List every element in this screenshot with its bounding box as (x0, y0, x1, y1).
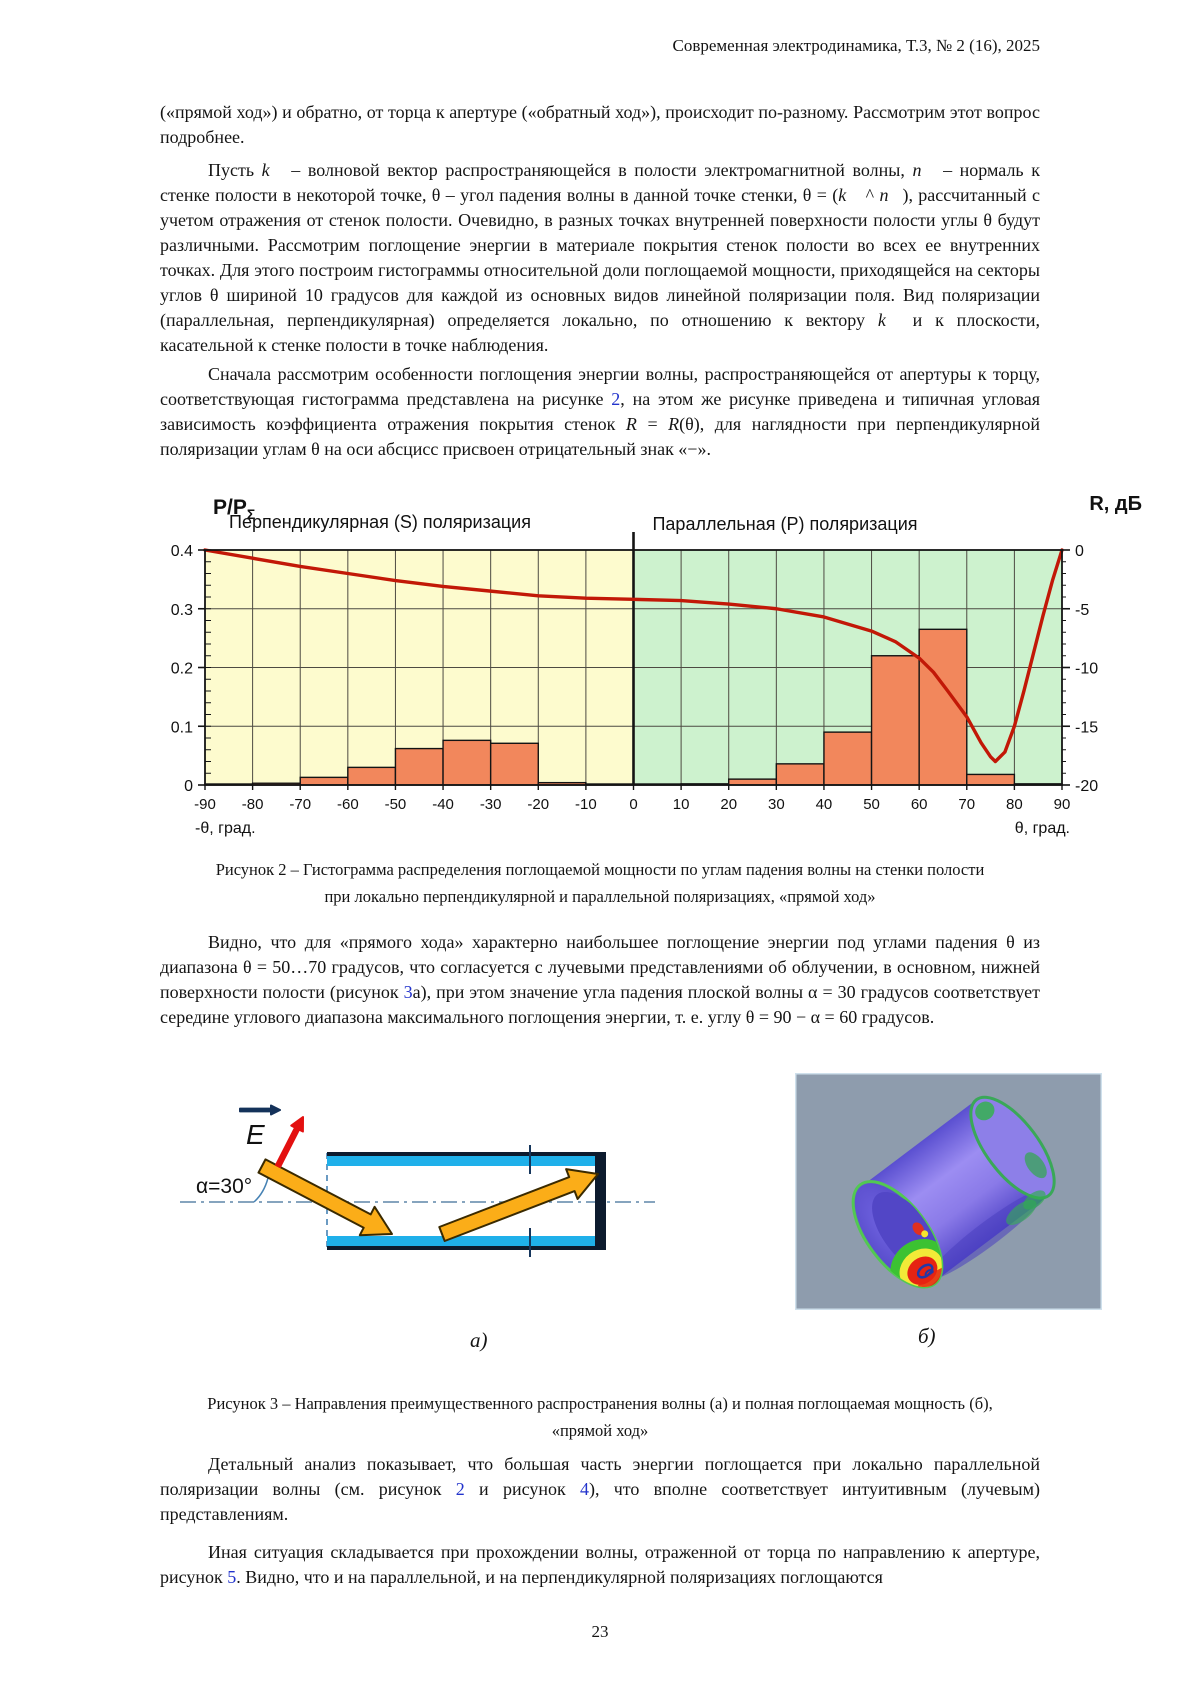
region-label-parallel: Параллельная (P) поляризация (652, 514, 917, 534)
x-axis-tick-label: 30 (768, 796, 785, 813)
histogram-bar (823, 731, 873, 786)
left-axis-tick-label: 0.3 (171, 602, 193, 619)
right-axis-tick-label: -15 (1075, 719, 1098, 736)
figure2-caption: Рисунок 2 – Гистограмма распределения по… (110, 856, 1090, 910)
x-axis-tick-label: -50 (385, 796, 407, 813)
x-axis-tick-label: 10 (673, 796, 690, 813)
left-axis-tick-label: 0 (184, 778, 193, 795)
page-number: 23 (591, 1622, 609, 1641)
angle-arc (253, 1177, 269, 1203)
x-axis-tick-label: 80 (1006, 796, 1023, 813)
figure3a-diagram: α=30° E (180, 1104, 655, 1257)
figure-ref-link[interactable]: 2 (455, 1479, 465, 1499)
paragraph-3: Сначала рассмотрим особенности поглощени… (160, 364, 1040, 459)
cylinder (851, 1095, 1056, 1300)
x-axis-tick-label: -40 (432, 796, 454, 813)
x-axis-tick-label: -80 (242, 796, 264, 813)
x-axis-tick-label: 70 (958, 796, 975, 813)
left-axis-tick-label: 0.4 (171, 543, 193, 560)
x-axis-tick-label: -10 (575, 796, 597, 813)
right-axis-title: R, дБ (1089, 493, 1142, 515)
figure3b-sublabel: б) (918, 1324, 936, 1348)
figure-ref-link[interactable]: 2 (611, 389, 621, 409)
cavity-bottom-wall-outline (327, 1246, 605, 1250)
math-symbol: n⃗ (912, 160, 936, 180)
vector-bar-arrow (239, 1104, 281, 1116)
histogram-bar (299, 776, 349, 786)
histogram-bar (489, 742, 539, 786)
histogram-bar (870, 655, 920, 786)
x-axis-tick-label: 50 (863, 796, 880, 813)
cavity-top-wall-outline (327, 1152, 605, 1156)
hotspot-dark-stripe-1 (916, 1263, 934, 1279)
math-symbol: n⃗ (879, 185, 903, 205)
figure2-caption-line2: при локально перпендикулярной и параллел… (324, 887, 876, 906)
figure3a-sublabel: а) (470, 1328, 488, 1352)
x-axis-tick-label: 0 (629, 796, 637, 813)
figure2-caption-line1: Рисунок 2 – Гистограмма распределения по… (215, 860, 985, 879)
right-axis-tick-label: 0 (1075, 543, 1084, 560)
math-symbol: k⃗ (877, 310, 900, 330)
reflected-wave-arrow (438, 1168, 599, 1242)
x-axis-tick-label: -20 (527, 796, 549, 813)
histogram-bar (394, 747, 444, 786)
figure-ref-link[interactable]: 3 (403, 982, 413, 1002)
math-symbol: R (668, 414, 680, 434)
left-axis-tick-label: 0.2 (171, 661, 193, 678)
left-axis-tick-label: 0.1 (171, 719, 193, 736)
interior-yellow-spot (921, 1230, 929, 1238)
figure3-caption: Рисунок 3 – Направления преимущественног… (110, 1390, 1090, 1444)
journal-header: Современная электродинамика, Т.3, № 2 (1… (672, 36, 1041, 55)
paragraph-4: Видно, что для «прямого хода» характерно… (160, 932, 1041, 1027)
far-cap-green-spot-2 (1024, 1152, 1047, 1179)
alpha-label: α=30° (196, 1175, 252, 1198)
histogram-bar (442, 739, 492, 786)
interior-red-spot (912, 1222, 925, 1236)
histogram-bar (966, 773, 1016, 786)
paragraph-5: Детальный анализ показывает, что большая… (160, 1454, 1040, 1524)
cavity-bottom-wall (327, 1236, 595, 1246)
math-symbol: R (625, 414, 637, 434)
figure3b-render (795, 1073, 1102, 1310)
far-cap-green-spot-1 (975, 1101, 995, 1121)
cavity-top-wall (327, 1156, 595, 1166)
x-axis-tick-label: 60 (911, 796, 928, 813)
math-symbol: k⃗ (261, 160, 284, 180)
arrow-group (239, 1104, 599, 1242)
histogram-bar (775, 763, 825, 786)
paragraph-6: Иная ситуация складывается при прохожден… (160, 1542, 1040, 1587)
right-axis-tick-label: -5 (1075, 602, 1089, 619)
x-axis-tick-label: 20 (720, 796, 737, 813)
figure3-caption-line1: Рисунок 3 – Направления преимущественног… (207, 1394, 993, 1413)
e-vector-label: E (246, 1119, 265, 1150)
figure3-caption-line2: «прямой ход» (551, 1421, 649, 1440)
figure-ref-link[interactable]: 4 (579, 1479, 589, 1499)
figure-ref-link[interactable]: 5 (227, 1567, 237, 1587)
x-axis-label-right: θ, град. (1015, 820, 1070, 837)
histogram-bar (347, 766, 397, 786)
right-axis-tick-label: -10 (1075, 661, 1098, 678)
far-cap-green-spot-3 (1023, 1190, 1046, 1210)
x-axis-tick-label: 90 (1054, 796, 1071, 813)
paragraph-1: («прямой ход») и обратно, от торца к апе… (160, 102, 1040, 147)
e-field-arrow (275, 1116, 304, 1168)
x-axis-tick-label: -70 (289, 796, 311, 813)
x-axis-tick-label: -30 (480, 796, 502, 813)
cavity-end-wall (595, 1152, 606, 1250)
x-axis-label-left: -θ, град. (195, 820, 256, 837)
x-axis-tick-label: -60 (337, 796, 359, 813)
x-axis-tick-label: 40 (816, 796, 833, 813)
figure2-chart-svg: 0.4 0.3 0.2 0.1 0 0 -5 -10 -15 -20 -90 -80 -70 -60 -50… (171, 493, 1142, 837)
math-symbol: k⃗ (838, 185, 861, 205)
region-label-perpendicular: Перпендикулярная (S) поляризация (229, 512, 531, 532)
reflection-coefficient-curve (203, 548, 1064, 764)
x-axis-tick-label: -90 (194, 796, 216, 813)
incident-wave-arrow (257, 1158, 393, 1237)
right-axis-tick-label: -20 (1075, 778, 1098, 795)
paragraph-2: Пусть k⃗ – волновой вектор распространяю… (160, 160, 1041, 355)
